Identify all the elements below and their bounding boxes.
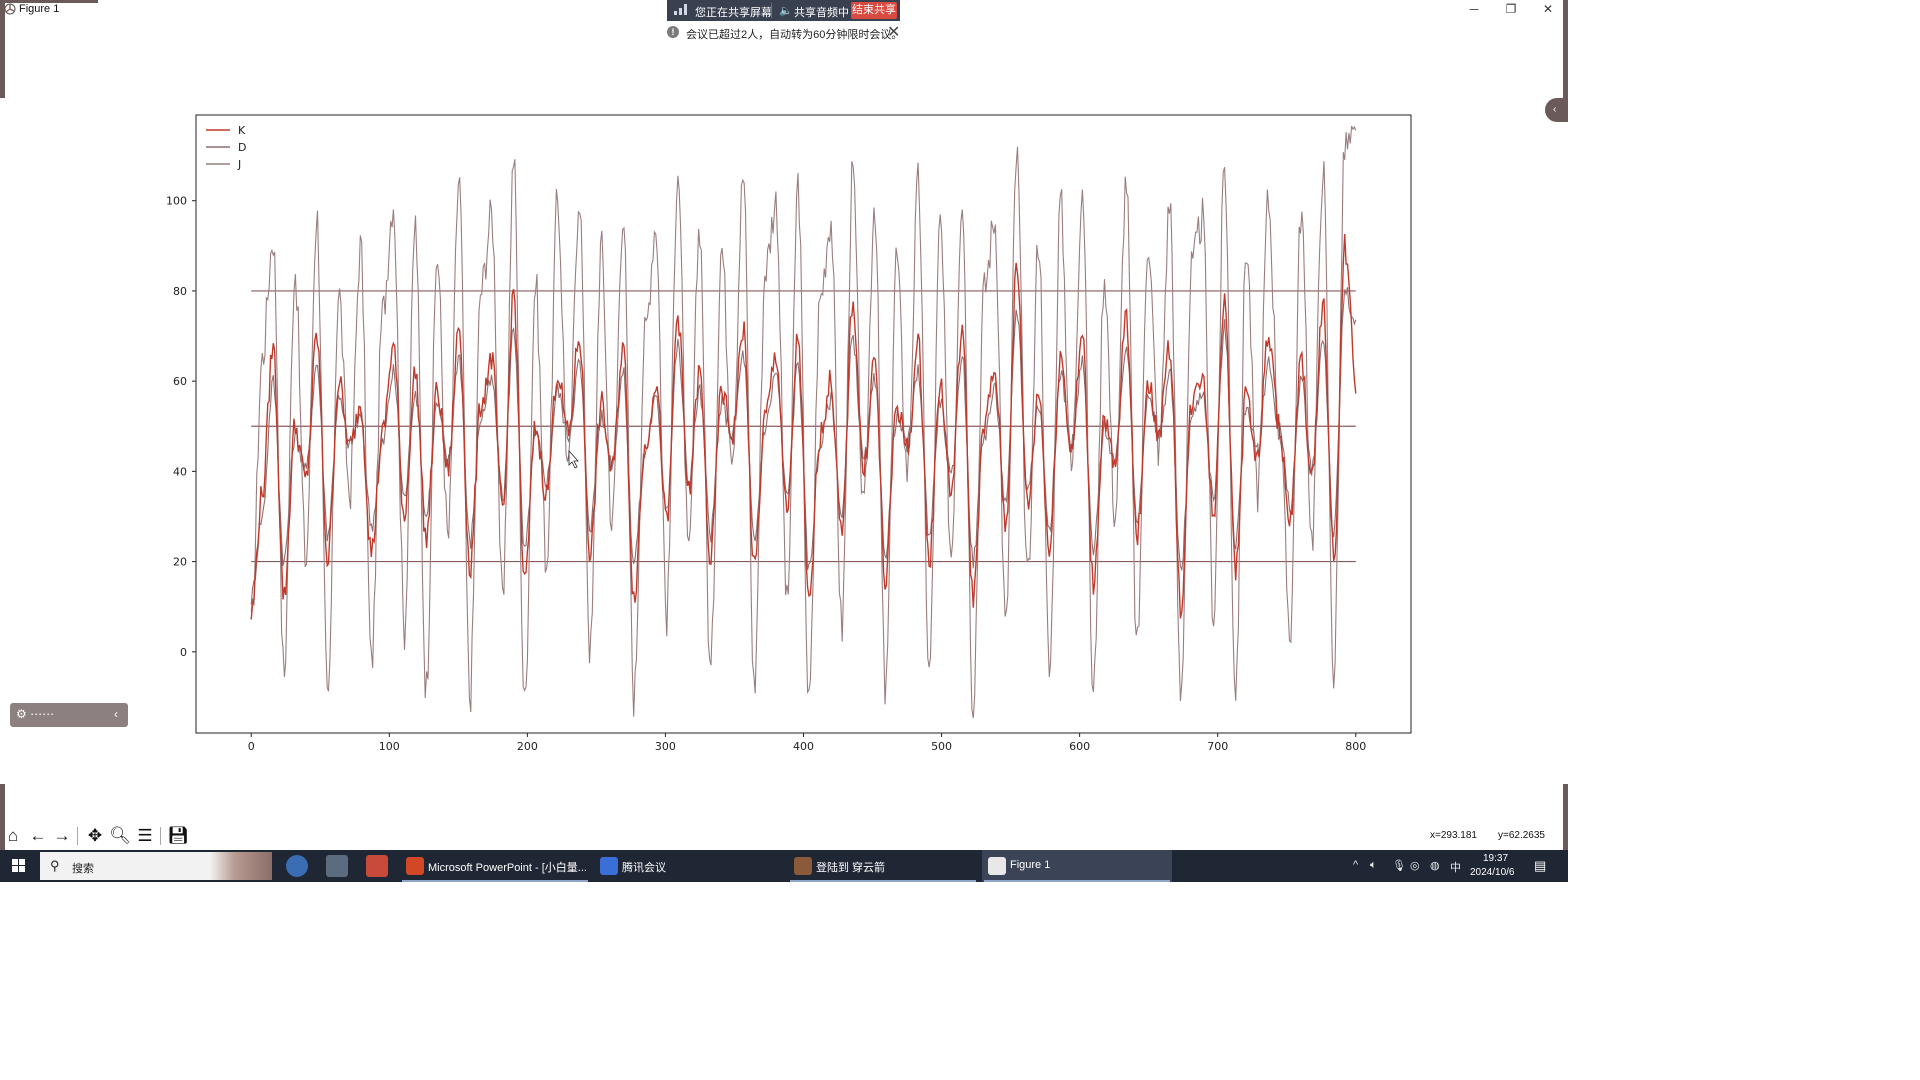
series-lines — [250, 125, 1357, 719]
series-line-K — [250, 233, 1357, 620]
home-icon[interactable]: ⌂ — [7, 826, 19, 845]
x-tick-label: 500 — [931, 740, 952, 753]
y-axis: 0 20 40 60 80 100 — [166, 195, 196, 659]
window-border-left-lower — [0, 784, 5, 850]
close-button[interactable]: ✕ — [1542, 2, 1554, 16]
screen-share-bar: 您正在共享屏幕 🔈 共享音频中 结束共享 — [667, 0, 900, 21]
taskbar-app-label: Figure 1 — [1010, 859, 1051, 871]
notice-text: 会议已超过2人，自动转为60分钟限时会议。 — [686, 29, 903, 41]
toolbar-separator — [77, 827, 78, 845]
wechat-icon[interactable]: ◎ — [1410, 860, 1420, 872]
taskbar-app-login[interactable]: 登陆到 穿云箭 — [788, 850, 978, 882]
window-border-right — [1563, 0, 1568, 98]
search-icon: ⚲ — [50, 858, 60, 873]
toolbar-separator — [160, 827, 161, 845]
browser-icon[interactable] — [286, 855, 308, 877]
x-tick-label: 0 — [248, 740, 255, 753]
x-tick-label: 600 — [1069, 740, 1090, 753]
search-highlight-image — [210, 852, 272, 880]
save-icon[interactable]: 💾︎ — [167, 826, 189, 845]
x-tick-label: 100 — [379, 740, 400, 753]
y-tick-label: 0 — [180, 646, 187, 659]
tray-overflow-icon[interactable]: ^ — [1353, 859, 1359, 871]
window-border-left — [0, 0, 5, 98]
navigation-toolbar: ⌂ ← → ✥ 🔍︎ ☰ 💾︎ x=293.181 y=62.2635 — [0, 823, 1568, 849]
microphone-icon[interactable]: 🎙︎ — [1392, 860, 1406, 872]
x-tick-label: 400 — [793, 740, 814, 753]
share-audio-text[interactable]: 共享音频中 — [794, 7, 849, 19]
clock-date[interactable]: 2024/10/6 — [1470, 867, 1515, 878]
windows-start-icon[interactable] — [0, 850, 38, 882]
legend-label-J: J — [237, 158, 241, 171]
taskbar-app-tencent-meeting[interactable]: 腾讯会议 — [594, 850, 784, 882]
volume-icon[interactable]: 🔈︎ — [1370, 859, 1377, 871]
series-line-J — [250, 125, 1357, 719]
x-tick-label: 800 — [1345, 740, 1366, 753]
floating-meeting-handle[interactable]: ‹ — [1545, 98, 1568, 122]
share-status-text: 您正在共享屏幕 — [695, 7, 772, 19]
notice-close-icon[interactable]: ✕ — [887, 24, 901, 41]
taskbar-app-label: Microsoft PowerPoint - [小白量... — [428, 862, 587, 874]
taskbar-search-box[interactable]: ⚲ 搜索 — [40, 852, 272, 880]
cursor-x-readout: x=293.181 — [1430, 830, 1477, 841]
x-tick-label: 700 — [1207, 740, 1228, 753]
input-method-indicator[interactable]: 中 — [1450, 862, 1461, 874]
mouse-cursor-icon — [568, 449, 579, 469]
powerpoint-icon — [406, 857, 424, 875]
y-tick-label: 80 — [173, 285, 187, 298]
active-indicator — [790, 880, 976, 882]
active-indicator — [984, 880, 1170, 882]
info-icon: ! — [667, 26, 679, 38]
x-tick-label: 200 — [517, 740, 538, 753]
back-icon[interactable]: ← — [29, 826, 47, 845]
x-axis: 0 100 200 300 400 500 600 700 800 — [248, 733, 1366, 753]
search-placeholder: 搜索 — [72, 863, 94, 875]
window-titlebar: Figure 1 ─ ❐ ✕ — [0, 0, 1568, 20]
signal-strength-icon — [674, 4, 687, 15]
taskbar-app-label: 腾讯会议 — [622, 862, 666, 874]
legend-label-K: K — [238, 124, 246, 137]
notification-center-icon[interactable]: ▤ — [1534, 858, 1547, 873]
pan-icon[interactable]: ✥ — [87, 826, 103, 845]
app-grid-icon[interactable] — [326, 855, 348, 877]
legend: KDJ — [206, 124, 579, 469]
clock-time[interactable]: 19:37 — [1483, 853, 1509, 864]
x-tick-label: 300 — [655, 740, 676, 753]
taskbar-app-figure[interactable]: Figure 1 — [982, 850, 1172, 882]
y-tick-label: 40 — [173, 465, 187, 478]
matplotlib-figure-window: 0 100 200 300 400 500 600 700 800 0 20 40 60 80 100 K… — [0, 0, 1568, 882]
active-indicator — [402, 880, 588, 882]
speaker-icon[interactable]: 🔈 — [779, 5, 793, 17]
taskbar-app-powerpoint[interactable]: Microsoft PowerPoint - [小白量... — [400, 850, 590, 882]
forward-icon[interactable]: → — [53, 826, 71, 845]
mini-toolbar-glyph: ⚙ ⋯⋯ — [16, 707, 55, 721]
end-share-button[interactable]: 结束共享 — [851, 2, 897, 19]
chart-app-icon — [794, 857, 812, 875]
y-tick-label: 20 — [173, 556, 187, 569]
window-title: Figure 1 — [19, 3, 60, 15]
share-bar-divider — [771, 3, 772, 18]
maximize-button[interactable]: ❐ — [1505, 2, 1517, 16]
window-border-right-lower — [1563, 784, 1568, 850]
matplotlib-app-icon — [4, 3, 16, 15]
y-tick-label: 60 — [173, 375, 187, 388]
y-tick-label: 100 — [166, 195, 187, 208]
pinned-app-icon[interactable] — [366, 855, 388, 877]
network-icon[interactable]: ◍ — [1430, 860, 1440, 872]
tencent-meeting-icon — [600, 857, 618, 875]
floating-mini-toolbar[interactable]: ⚙ ⋯⋯ ‹ — [10, 703, 128, 727]
collapse-chevron-icon[interactable]: ‹ — [114, 707, 118, 721]
configure-subplots-icon[interactable]: ☰ — [137, 826, 153, 845]
legend-label-D: D — [238, 141, 246, 154]
zoom-icon[interactable]: 🔍︎ — [109, 826, 131, 845]
minimize-button[interactable]: ─ — [1469, 2, 1479, 16]
taskbar-app-label: 登陆到 穿云箭 — [816, 862, 886, 874]
matplotlib-icon — [988, 857, 1006, 875]
cursor-y-readout: y=62.2635 — [1498, 830, 1545, 841]
kdj-chart: 0 100 200 300 400 500 600 700 800 0 20 40 60 80 100 K… — [166, 114, 1412, 753]
windows-taskbar: ⚲ 搜索 Microsoft PowerPoint - [小白量... 腾讯会议… — [0, 850, 1568, 882]
window-border-top — [0, 0, 98, 3]
